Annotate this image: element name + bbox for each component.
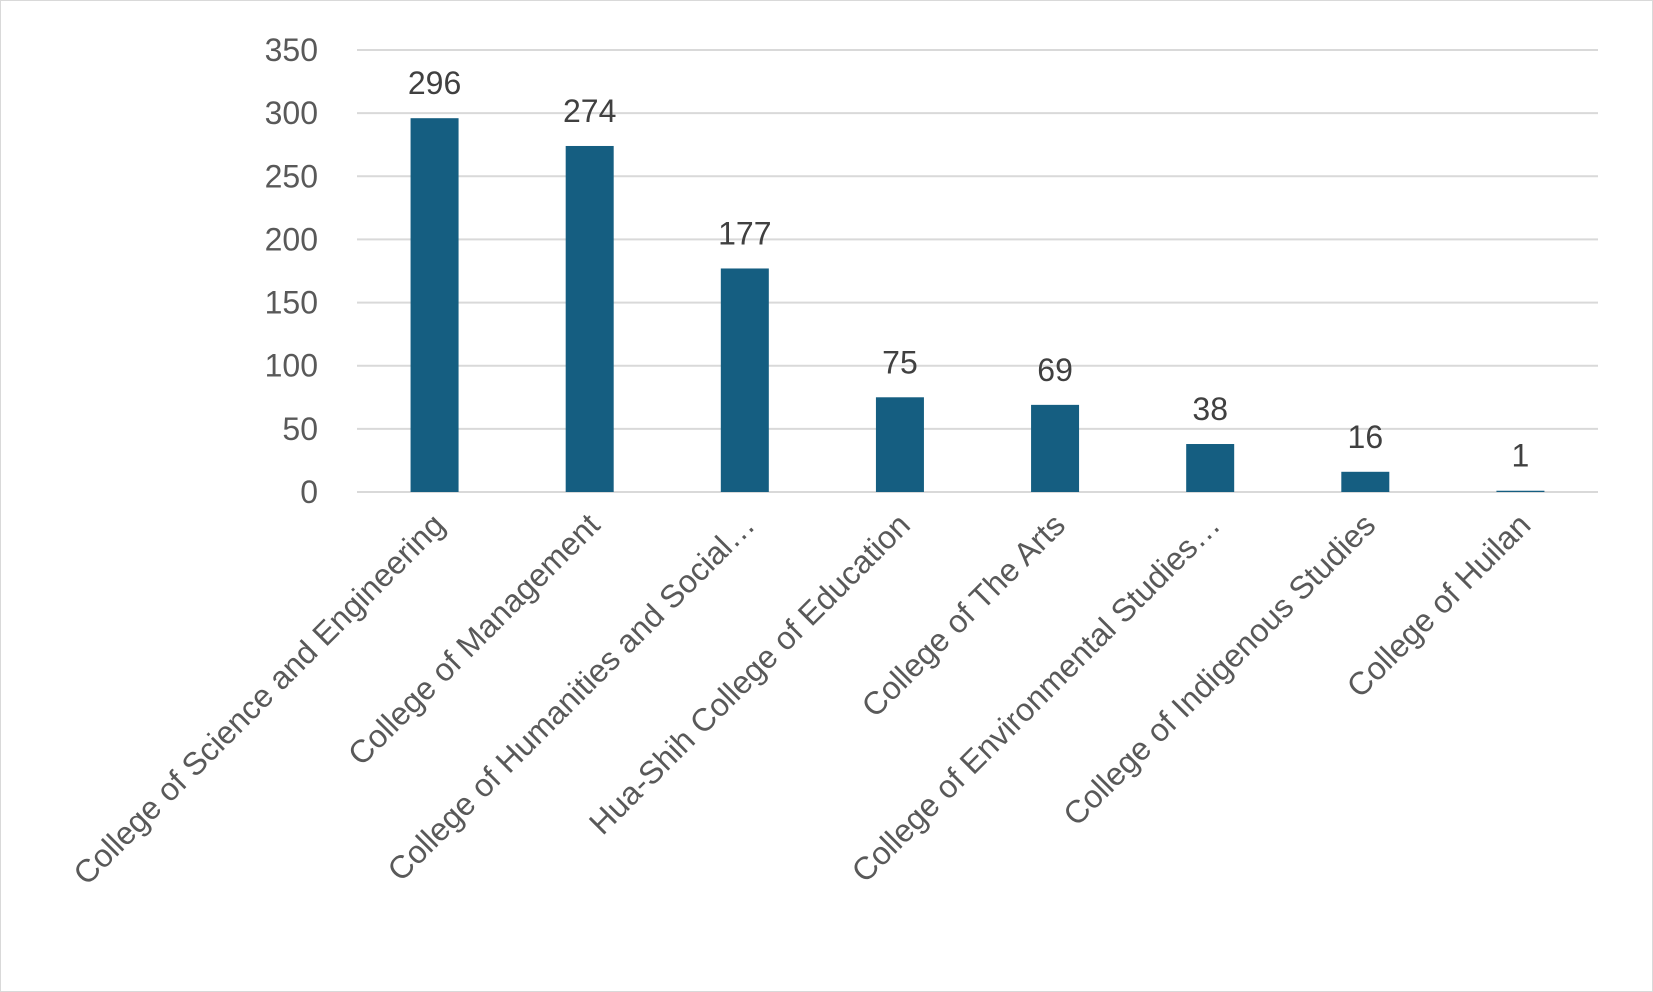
y-axis-ticks: 0 50 100 150 200 250 300 350: [265, 32, 318, 510]
data-label: 296: [408, 65, 461, 101]
x-category-label: Hua-Shih College of Education: [582, 506, 917, 841]
data-label: 69: [1037, 352, 1073, 388]
y-tick-label: 200: [265, 221, 318, 257]
data-labels: 296 274 177 75 69 38 16 1: [408, 65, 1529, 474]
bar: [720, 268, 769, 492]
data-label: 274: [563, 93, 616, 129]
data-label: 16: [1348, 419, 1384, 455]
y-tick-label: 350: [265, 32, 318, 68]
y-tick-label: 150: [265, 285, 318, 321]
y-tick-label: 300: [265, 95, 318, 131]
data-label: 75: [882, 344, 918, 380]
data-label: 38: [1192, 391, 1228, 427]
data-label: 177: [718, 215, 771, 251]
data-label: 1: [1512, 438, 1530, 474]
y-tick-label: 250: [265, 158, 318, 194]
y-tick-label: 100: [265, 348, 318, 384]
bar: [1031, 404, 1080, 492]
x-category-label: College of Indigenous Studies: [1056, 506, 1382, 832]
bar: [875, 397, 924, 492]
y-tick-label: 50: [282, 411, 318, 447]
x-axis-category-labels: College of Science and EngineeringColleg…: [66, 506, 1537, 891]
bar: [1496, 490, 1545, 492]
bar: [1186, 444, 1235, 492]
bars: [410, 118, 1545, 493]
bar: [410, 118, 459, 493]
x-category-label: College of Management: [341, 506, 607, 772]
y-tick-label: 0: [300, 474, 318, 510]
gridlines: [357, 49, 1598, 493]
bar: [565, 145, 614, 492]
bar: [1341, 471, 1390, 492]
